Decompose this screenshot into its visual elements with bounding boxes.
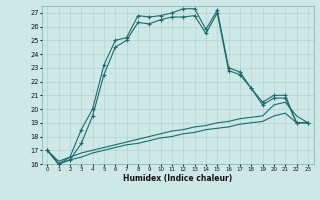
X-axis label: Humidex (Indice chaleur): Humidex (Indice chaleur) bbox=[123, 174, 232, 183]
